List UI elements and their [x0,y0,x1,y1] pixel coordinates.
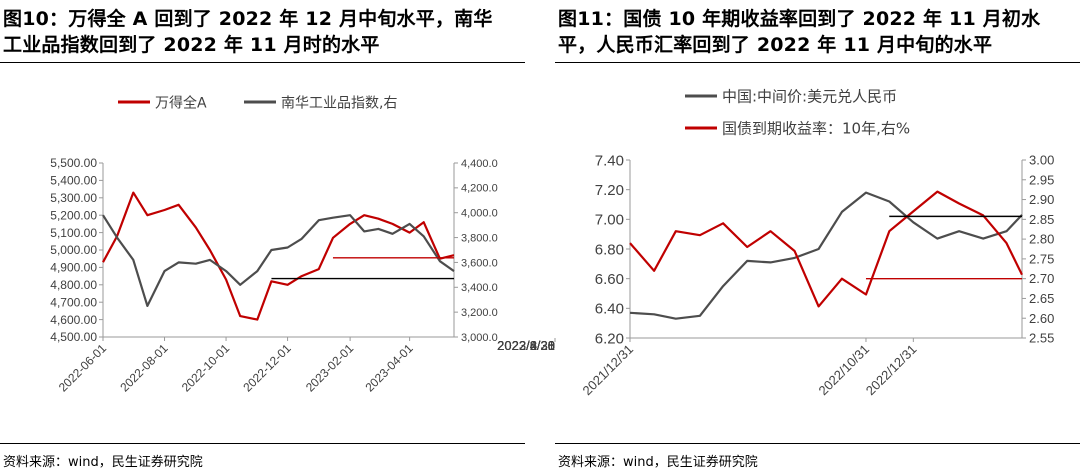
y-left-tick-label: 4,600.00 [50,313,97,327]
y-right-tick-label: 3,400.0 [461,282,498,294]
x-tick-label: 2022/6/30 [497,338,555,353]
y-right-tick-label: 2.90 [1029,192,1054,207]
x-tick-label: 2021/12/31 [579,342,636,399]
x-tick-label: 2022/8/31 [497,338,555,353]
y-right-tick-label: 3,800.0 [461,232,498,244]
y-left-tick-label: 6.20 [595,330,624,347]
y-right-tick-label: 3.00 [1029,153,1054,168]
y-left-tick-label: 5,000.00 [50,243,97,257]
legend-label: 国债到期收益率：10年,右% [722,120,910,138]
y-left-tick-label: 7.00 [595,212,624,229]
y-left-tick-label: 5,300.00 [50,191,97,205]
left-figure: 图10：万得全 A 回到了 2022 年 12 月中旬水平，南华 工业品指数回到… [0,0,525,474]
y-right-tick-label: 2.75 [1029,251,1054,266]
figure-title: 图11：国债 10 年期收益率回到了 2022 年 11 月初水 平，人民币汇率… [558,6,1078,58]
figure-title-line-2: 平，人民币汇率回到了 2022 年 11 月中旬的水平 [558,34,993,56]
source-note: 资料来源：wind，民生证券研究院 [558,455,758,470]
y-left-tick-label: 4,500.00 [50,330,97,344]
y-right-tick-label: 3,000.0 [461,332,498,344]
y-left-tick-label: 5,200.00 [50,208,97,222]
y-right-tick-label: 4,400.0 [461,158,498,170]
x-tick-label: 2022-12-01 [240,341,294,395]
top-rule [555,62,1080,63]
y-left-tick-label: 5,100.00 [50,226,97,240]
bottom-rule [555,443,1080,444]
x-tick-label: 2023-04-01 [362,341,416,395]
series-line-1 [629,191,1023,320]
legend-label: 南华工业品指数,右 [281,95,397,111]
y-right-tick-label: 3,600.0 [461,257,498,269]
series-line-2 [629,190,1023,308]
y-left-tick-label: 4,900.00 [50,261,97,275]
y-left-tick-label: 7.40 [595,152,624,169]
y-left-tick-label: 7.20 [595,182,624,199]
series-line-2 [102,214,455,307]
y-right-tick-label: 3,200.0 [461,307,498,319]
y-right-tick-label: 2.65 [1029,291,1054,306]
y-left-tick-label: 4,800.00 [50,278,97,292]
figure-title-line-1: 图11：国债 10 年期收益率回到了 2022 年 11 月初水 [558,8,1041,30]
x-tick-label: 2022/2/28 [497,338,555,353]
figure-title-line-1: 图10：万得全 A 回到了 2022 年 12 月中旬水平，南华 [3,8,493,30]
y-right-tick-label: 2.55 [1029,331,1054,346]
y-left-tick-label: 6.80 [595,241,624,258]
y-right-tick-label: 2.85 [1029,212,1054,227]
x-tick-label: 2023-02-01 [303,341,357,395]
figure-title-line-2: 工业品指数回到了 2022 年 11 月时的水平 [3,34,380,56]
y-right-tick-label: 2.70 [1029,271,1054,286]
y-right-tick-label: 2.95 [1029,172,1054,187]
legend-label: 万得全A [155,94,207,111]
y-left-tick-label: 5,400.00 [50,174,97,188]
x-tick-label: 2022-08-01 [117,341,171,395]
right-figure: 图11：国债 10 年期收益率回到了 2022 年 11 月初水 平，人民币汇率… [497,0,1080,474]
y-right-tick-label: 4,200.0 [461,183,498,195]
y-left-tick-label: 4,700.00 [50,295,97,309]
y-right-tick-label: 2.60 [1029,311,1054,326]
y-left-tick-label: 6.40 [595,301,624,318]
right-chart: 6.20 6.40 6.60 6.80 7.00 7.20 7.40 2.55 2.60 2.65… [497,88,1054,399]
top-rule [0,62,525,63]
figure-title: 图10：万得全 A 回到了 2022 年 12 月中旬水平，南华 工业品指数回到… [3,6,523,58]
x-tick-label: 2022-06-01 [56,341,110,395]
series-line-1 [102,191,455,321]
x-tick-label: 2022/4/30 [497,338,555,353]
y-right-tick-label: 2.80 [1029,232,1054,247]
y-left-tick-label: 6.60 [595,271,624,288]
y-left-tick-label: 5,500.00 [50,156,97,170]
x-tick-label: 2022-10-01 [179,341,233,395]
bottom-rule [0,443,525,444]
left-chart: 4,500.00 4,600.00 4,700.00 4,800.00 4,900.00… [50,94,498,395]
legend-label: 中国:中间价:美元兑人民币 [722,88,897,106]
x-tick-label: 2023/4/30 [497,338,555,353]
source-note: 资料来源：wind，民生证券研究院 [3,455,203,470]
y-right-tick-label: 4,000.0 [461,208,498,220]
x-tick-label: 2023/2/28 [497,338,555,353]
x-tick-label: 2022/12/31 [863,342,920,399]
